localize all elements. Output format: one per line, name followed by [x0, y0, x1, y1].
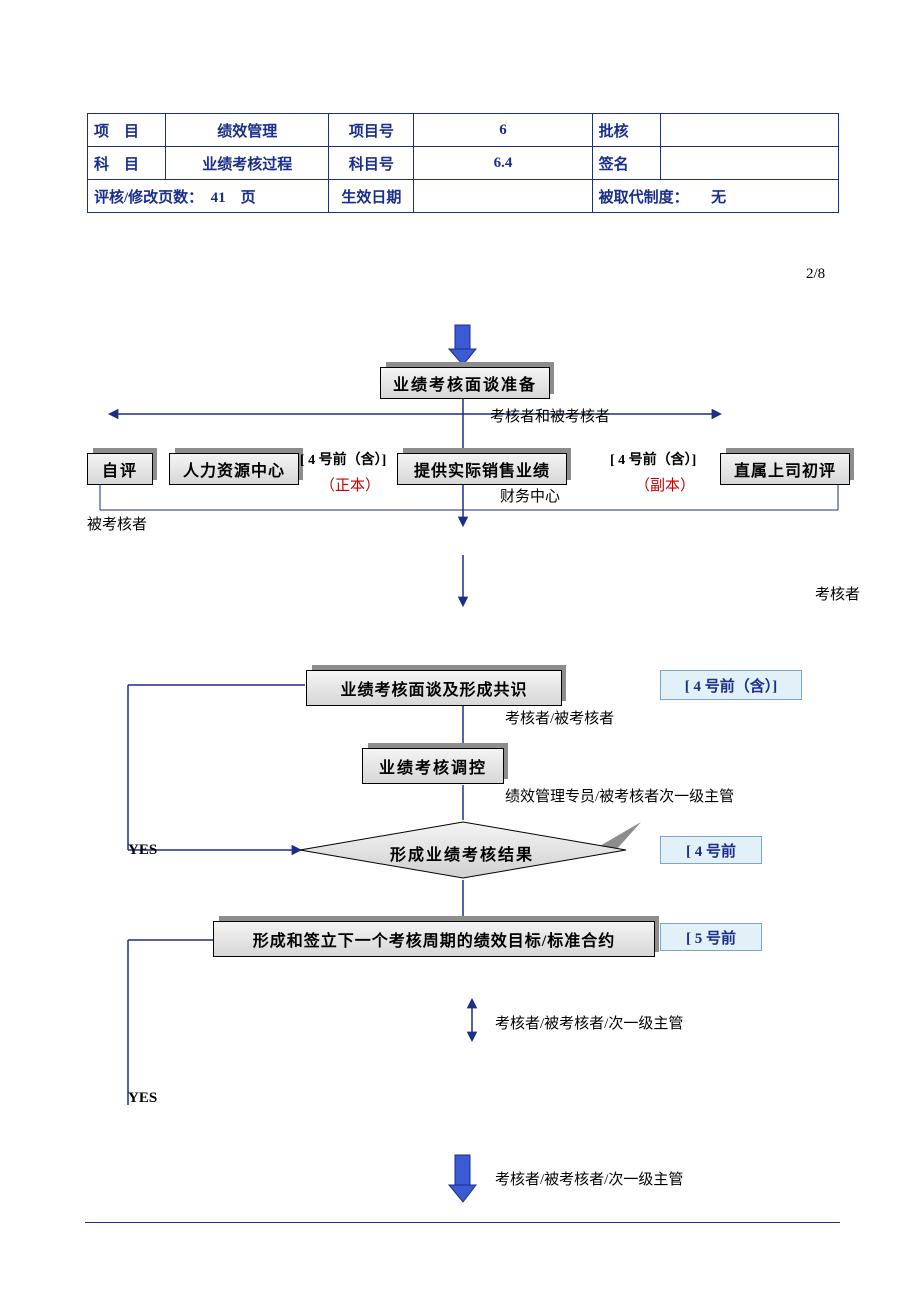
- hdr-r1c5: 批核: [592, 114, 660, 147]
- page-root: 项 目 绩效管理 项目号 6 批核 科 目 业绩考核过程 科目号 6.4 签名 …: [0, 0, 920, 1302]
- hdr-r2c4: 6.4: [414, 147, 592, 180]
- label-perf-specialist: 绩效管理专员/被考核者次一级主管: [505, 785, 734, 806]
- node-next-contract: 形成和签立下一个考核周期的绩效目标/标准合约: [213, 921, 655, 957]
- note-5: [ 5 号前: [660, 923, 762, 951]
- hdr-r1c6: [660, 114, 838, 147]
- node-self-review: 自评: [87, 453, 153, 485]
- page-number: 2/8: [806, 266, 825, 283]
- label-assessor: 考核者: [815, 583, 860, 604]
- label-assessee: 被考核者: [87, 513, 147, 534]
- hdr-r1c2: 绩效管理: [166, 114, 329, 147]
- hdr-r3c5: 被取代制度： 无: [592, 180, 838, 213]
- hdr-r1c3: 项目号: [329, 114, 414, 147]
- hdr-r3c3: 生效日期: [329, 180, 414, 213]
- hdr-r1c4: 6: [414, 114, 592, 147]
- hdr-r2c5: 签名: [592, 147, 660, 180]
- hdr-r2c6: [660, 147, 838, 180]
- label-original: （正本）: [320, 474, 380, 495]
- node-interview-consensus: 业绩考核面谈及形成共识: [306, 670, 562, 706]
- hdr-r2c2: 业绩考核过程: [166, 147, 329, 180]
- label-assessor-assessee: 考核者和被考核者: [490, 405, 610, 426]
- label-fin-center: 财务中心: [500, 485, 560, 506]
- note-4-inc: [ 4 号前（含）]: [660, 670, 802, 700]
- hdr-r3c4: [414, 180, 592, 213]
- label-deadline4-2: [ 4 号前（含）]: [610, 449, 696, 469]
- hdr-r2c3: 科目号: [329, 147, 414, 180]
- label-yes1: YES: [128, 842, 157, 859]
- node-provide-sales: 提供实际销售业绩: [397, 453, 567, 485]
- hdr-r3c1: 评核/修改页数： 41 页: [88, 180, 329, 213]
- node-hr-center: 人力资源中心: [169, 453, 299, 485]
- node-prepare: 业绩考核面谈准备: [380, 367, 550, 399]
- label-copy: （副本）: [635, 474, 695, 495]
- label-triple-role-1: 考核者/被考核者/次一级主管: [495, 1012, 683, 1033]
- node-adjust: 业绩考核调控: [362, 748, 504, 784]
- node-decision-result: 形成业绩考核结果: [390, 841, 534, 865]
- hdr-r1c1: 项 目: [88, 114, 166, 147]
- label-assessor-slash: 考核者/被考核者: [505, 707, 614, 728]
- note-4: [ 4 号前: [660, 836, 762, 864]
- label-triple-role-2: 考核者/被考核者/次一级主管: [495, 1168, 683, 1189]
- bottom-rule: [85, 1222, 840, 1223]
- node-supervisor-review: 直属上司初评: [720, 453, 850, 485]
- label-deadline4-1: [ 4 号前（含）]: [300, 449, 386, 469]
- label-yes2: YES: [128, 1090, 157, 1107]
- hdr-r2c1: 科 目: [88, 147, 166, 180]
- header-table: 项 目 绩效管理 项目号 6 批核 科 目 业绩考核过程 科目号 6.4 签名 …: [87, 113, 839, 213]
